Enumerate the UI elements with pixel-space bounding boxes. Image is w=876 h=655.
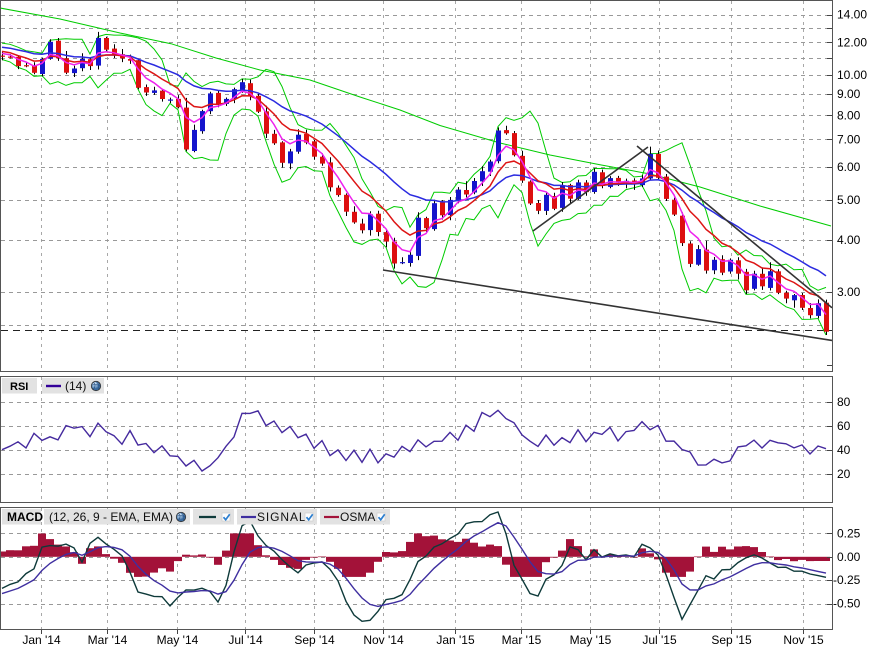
svg-text:8.00: 8.00 (837, 108, 861, 122)
svg-text:4.00: 4.00 (837, 233, 861, 247)
svg-text:(14): (14) (65, 379, 86, 393)
svg-text:5.00: 5.00 (837, 193, 861, 207)
svg-text:3.00: 3.00 (837, 285, 861, 299)
svg-text:20: 20 (837, 467, 851, 481)
svg-text:Jul '15: Jul '15 (642, 633, 677, 647)
svg-text:Nov '14: Nov '14 (363, 633, 404, 647)
svg-text:80: 80 (837, 395, 851, 409)
svg-text:12.00: 12.00 (837, 35, 867, 49)
svg-text:10.00: 10.00 (837, 68, 867, 82)
svg-text:Mar '15: Mar '15 (502, 633, 542, 647)
svg-text:Jul '14: Jul '14 (228, 633, 263, 647)
svg-text:RSI: RSI (10, 381, 28, 393)
svg-text:14.00: 14.00 (837, 8, 867, 22)
svg-text:(12, 26, 9 - EMA, EMA): (12, 26, 9 - EMA, EMA) (49, 510, 173, 524)
svg-text:7.00: 7.00 (837, 132, 861, 146)
svg-text:May '15: May '15 (570, 633, 612, 647)
svg-text:40: 40 (837, 443, 851, 457)
svg-text:0.25: 0.25 (837, 526, 861, 540)
svg-text:Jan '14: Jan '14 (22, 633, 61, 647)
svg-text:60: 60 (837, 419, 851, 433)
svg-text:9.00: 9.00 (837, 87, 861, 101)
svg-text:-0.25: -0.25 (833, 573, 861, 587)
svg-text:SIGNAL: SIGNAL (257, 510, 306, 524)
svg-text:OSMA: OSMA (340, 510, 375, 524)
svg-text:-0.50: -0.50 (833, 597, 861, 611)
svg-text:Nov '15: Nov '15 (783, 633, 824, 647)
svg-text:Sep '15: Sep '15 (711, 633, 752, 647)
svg-text:May '14: May '14 (157, 633, 199, 647)
svg-text:Jan '15: Jan '15 (436, 633, 475, 647)
svg-text:MACD: MACD (7, 510, 43, 524)
svg-text:Mar '14: Mar '14 (88, 633, 128, 647)
svg-text:Sep '14: Sep '14 (294, 633, 335, 647)
svg-text:6.00: 6.00 (837, 160, 861, 174)
svg-text:0.00: 0.00 (837, 550, 861, 564)
